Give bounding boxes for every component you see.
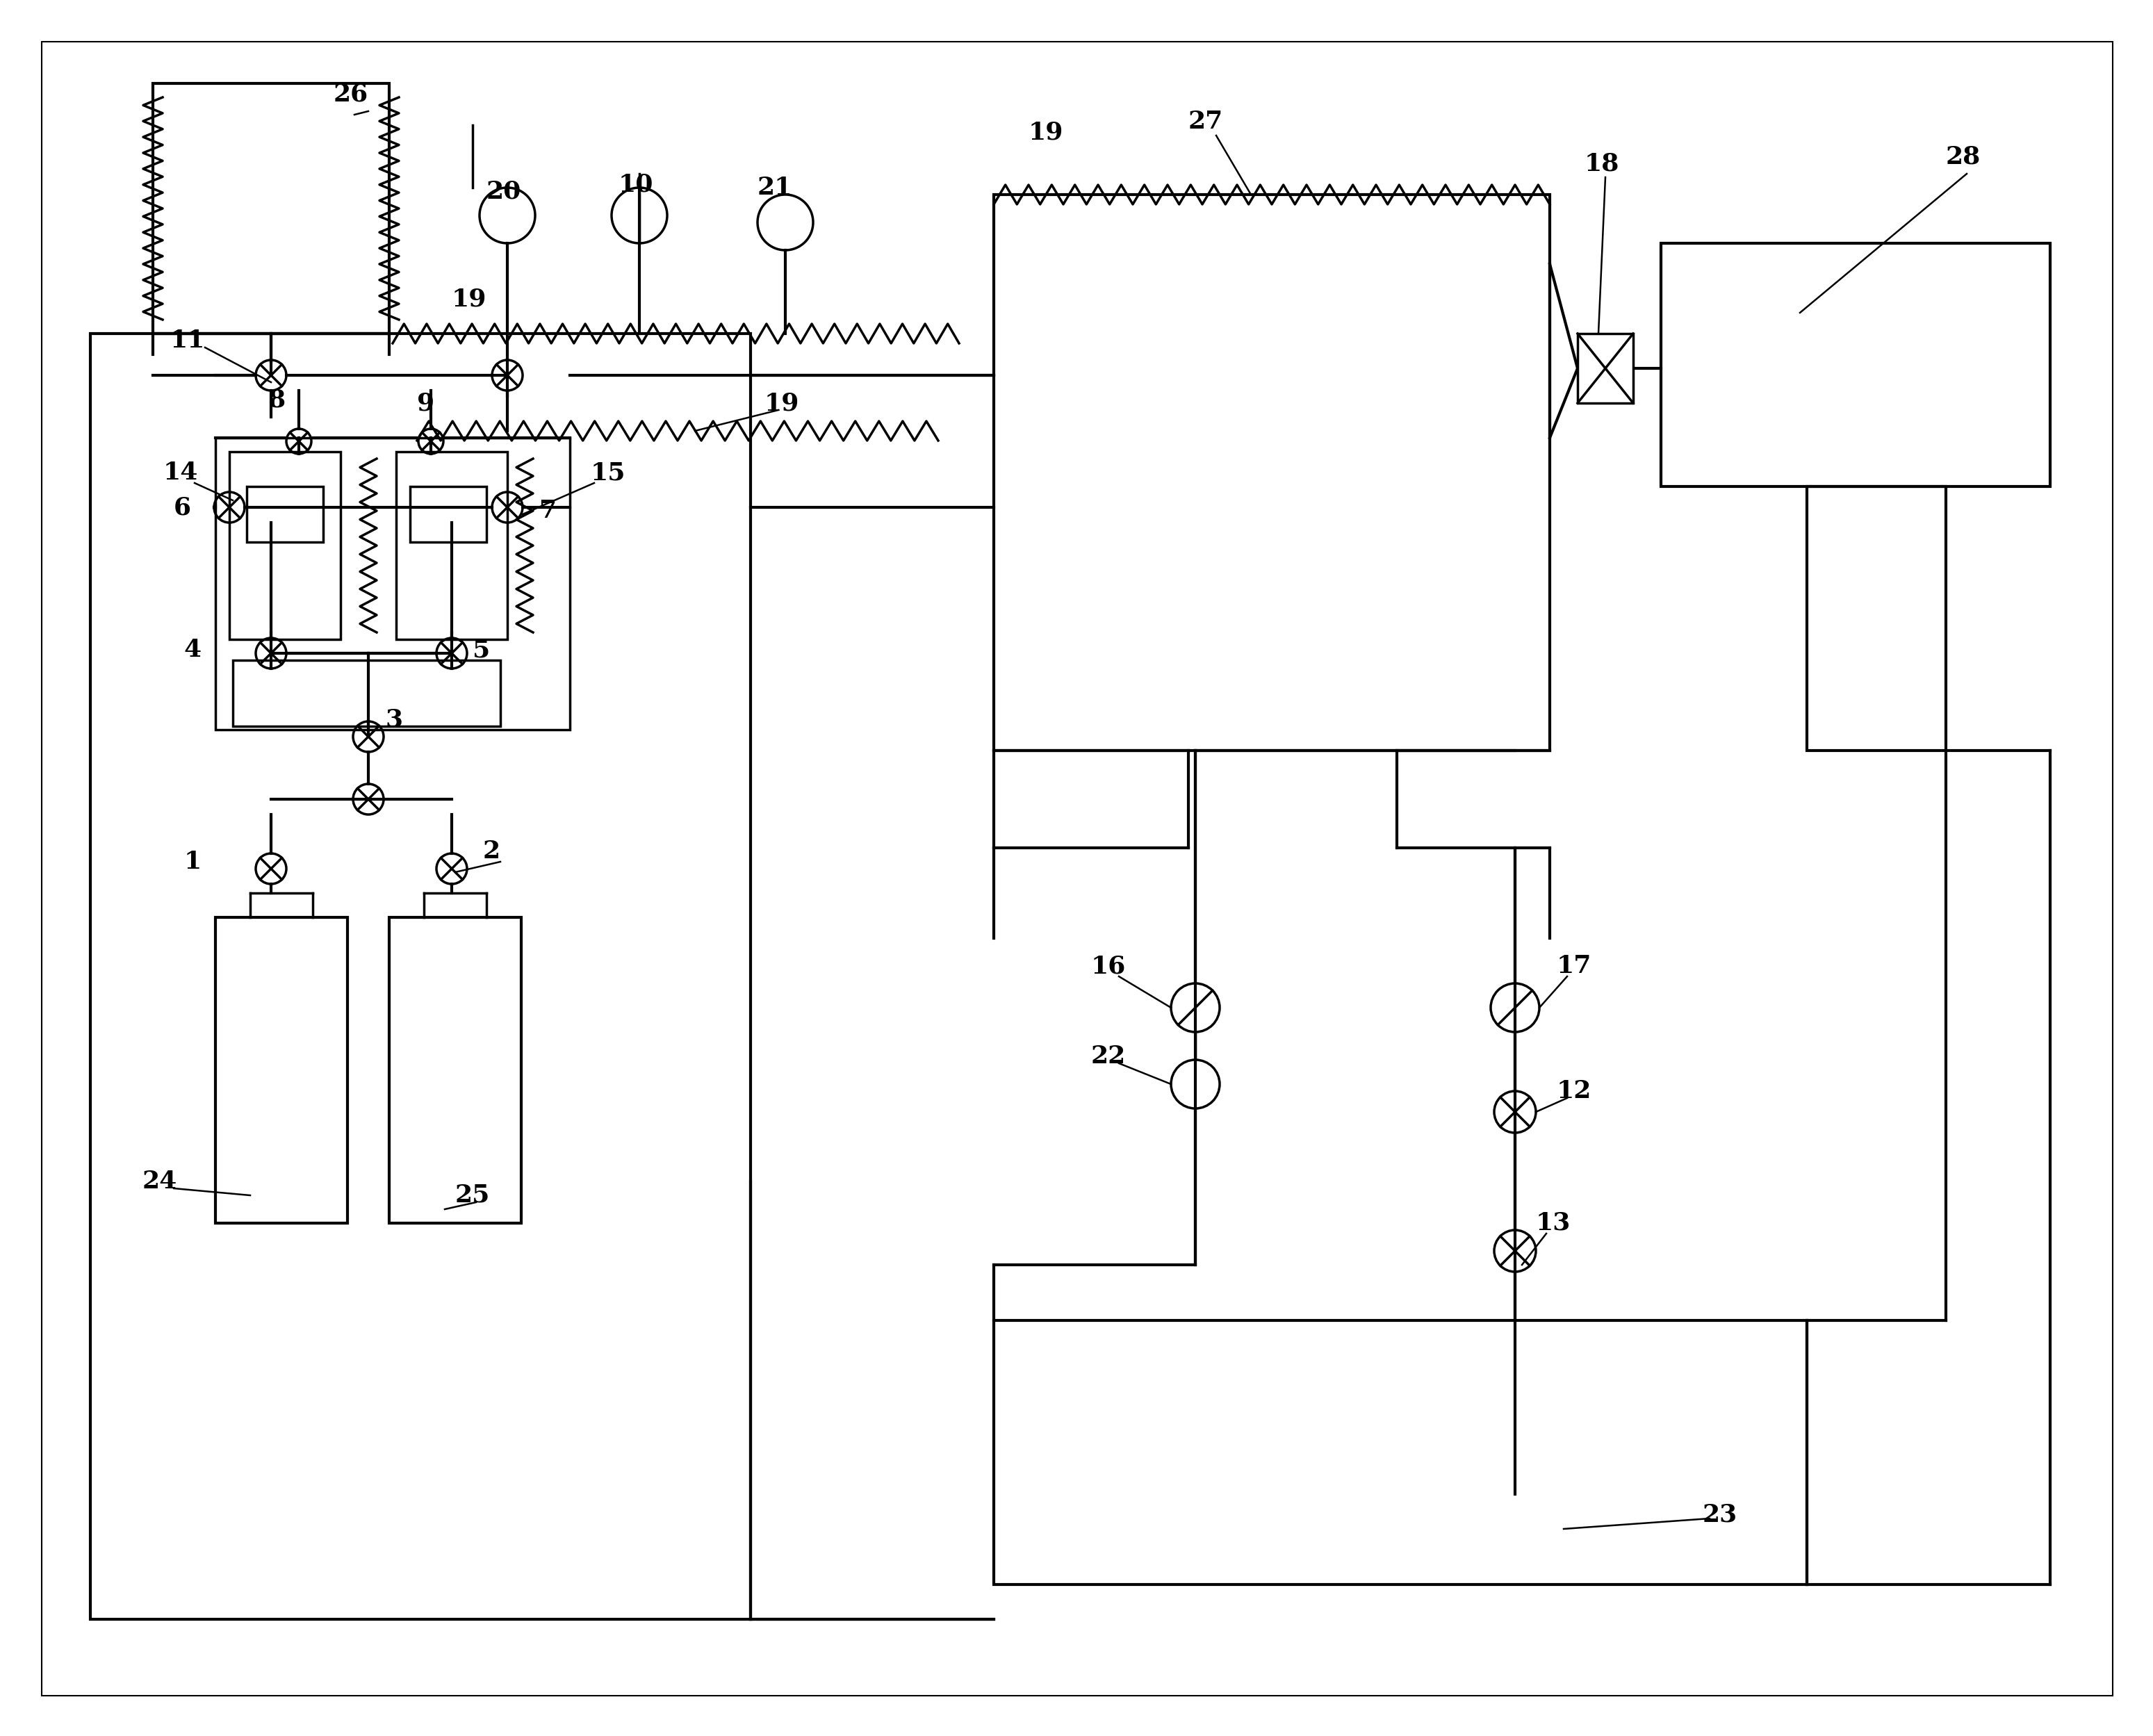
Text: 7: 7 [538, 498, 555, 523]
Text: 24: 24 [142, 1170, 177, 1193]
Text: 11: 11 [170, 328, 205, 352]
Bar [215, 917, 347, 1224]
Text: 15: 15 [590, 460, 627, 484]
Text: 6: 6 [174, 495, 192, 519]
Bar [215, 437, 571, 729]
Text: 5: 5 [472, 637, 491, 661]
Text: 27: 27 [1188, 109, 1223, 134]
Bar [1806, 486, 1946, 750]
Text: 25: 25 [454, 1184, 491, 1207]
Text: 4: 4 [185, 637, 202, 661]
Text: 8: 8 [267, 387, 284, 411]
Text: 19: 19 [1029, 120, 1064, 144]
Text: 1: 1 [185, 851, 202, 873]
Text: 18: 18 [1585, 151, 1619, 175]
Text: 14: 14 [164, 460, 198, 484]
Bar [248, 486, 323, 542]
Text: 23: 23 [1703, 1503, 1737, 1528]
Bar [1660, 243, 2050, 486]
Bar [390, 917, 521, 1224]
Text: 13: 13 [1535, 1212, 1572, 1234]
Text: 19: 19 [452, 286, 487, 311]
Text: 3: 3 [385, 708, 403, 731]
Text: 28: 28 [1946, 144, 1981, 168]
Text: 21: 21 [758, 175, 792, 200]
Bar [995, 1321, 1806, 1585]
Text: 12: 12 [1557, 1080, 1591, 1102]
Text: 26: 26 [334, 82, 368, 106]
Bar [1578, 333, 1634, 403]
Text: 10: 10 [618, 172, 655, 196]
Text: 17: 17 [1557, 955, 1591, 977]
Bar [233, 660, 499, 726]
Text: 16: 16 [1092, 955, 1126, 977]
Bar [90, 333, 751, 1620]
Bar [995, 194, 1550, 750]
Text: 2: 2 [482, 840, 499, 863]
Bar [230, 451, 340, 639]
Text: 22: 22 [1092, 1045, 1126, 1068]
Bar [409, 486, 487, 542]
Text: 20: 20 [487, 179, 521, 203]
Bar [396, 451, 508, 639]
Bar [153, 83, 390, 333]
Text: 19: 19 [764, 391, 799, 415]
Text: 9: 9 [418, 391, 435, 415]
